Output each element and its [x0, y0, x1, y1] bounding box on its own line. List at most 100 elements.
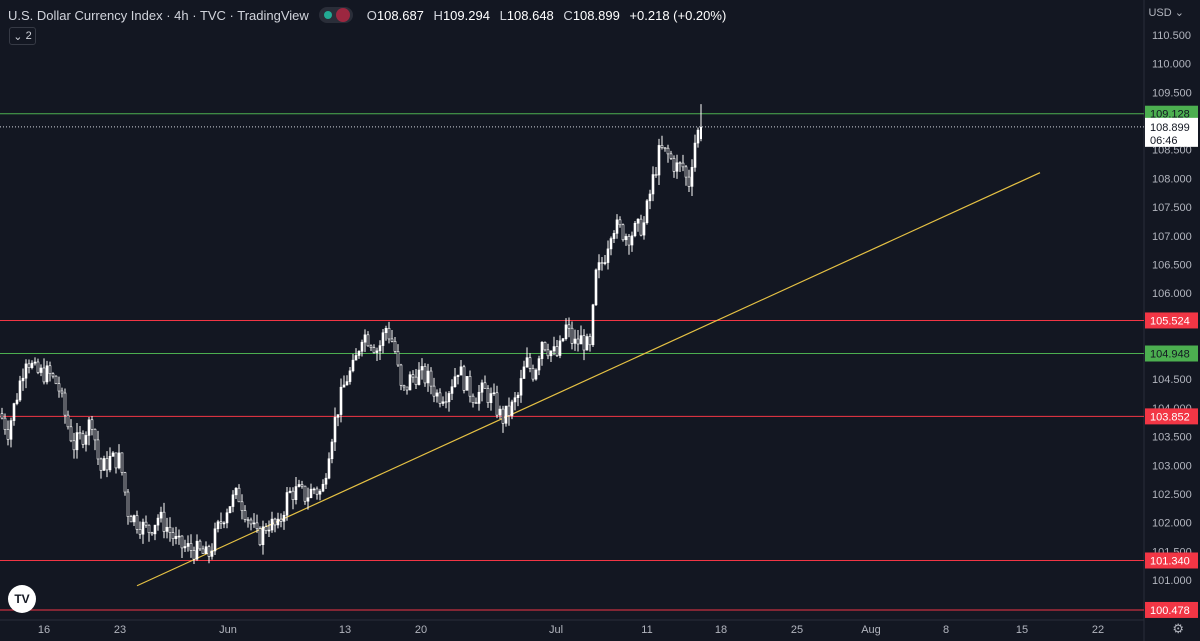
- candle-body: [441, 401, 445, 404]
- candle-body: [105, 458, 109, 471]
- candle-body: [700, 126, 702, 140]
- level-price-tag: [1145, 601, 1198, 618]
- candle-body: [291, 490, 295, 501]
- candle-body: [681, 162, 685, 168]
- candle-body: [432, 385, 436, 397]
- x-tick-label: 8: [943, 624, 949, 636]
- low-value: 108.648: [506, 7, 554, 23]
- candle-body: [423, 366, 427, 384]
- candle-body: [555, 346, 559, 356]
- currency-selector[interactable]: USD ⌄: [1148, 6, 1184, 19]
- candle-body: [549, 350, 553, 357]
- candle-body: [156, 517, 160, 526]
- high-value: 109.294: [442, 7, 490, 23]
- gear-icon[interactable]: ⚙: [1172, 621, 1184, 636]
- candle-body: [237, 487, 241, 503]
- y-tick-label: 107.000: [1152, 231, 1192, 243]
- market-status-badge[interactable]: [318, 7, 353, 23]
- candle-body: [9, 420, 13, 440]
- candle-body: [612, 233, 616, 239]
- candle-body: [303, 485, 307, 502]
- candle-body: [396, 351, 400, 366]
- high-key: H: [433, 7, 443, 23]
- candle-body: [183, 546, 187, 549]
- candle-body: [465, 376, 469, 391]
- candle-body: [537, 358, 541, 371]
- level-price-label: 104.948: [1150, 349, 1190, 361]
- candle-body: [654, 174, 658, 176]
- candle-body: [540, 341, 544, 359]
- candle-body: [378, 345, 382, 352]
- candle-body: [78, 432, 82, 435]
- candle-body: [42, 367, 46, 383]
- candle-body: [687, 176, 691, 187]
- y-tick-label: 103.000: [1152, 460, 1192, 472]
- candle-body: [597, 262, 601, 271]
- candle-body: [102, 458, 106, 471]
- candle-body: [249, 519, 253, 525]
- candle-body: [114, 452, 118, 469]
- candle-body: [279, 518, 283, 522]
- candle-body: [306, 497, 310, 502]
- candle-body: [582, 335, 586, 351]
- candle-body: [477, 391, 481, 404]
- level-price-label: 100.478: [1150, 605, 1190, 617]
- candle-body: [141, 521, 145, 535]
- candle-body: [159, 511, 163, 519]
- candle-body: [189, 543, 193, 551]
- candle-body: [456, 374, 460, 378]
- candle-body: [666, 147, 670, 155]
- y-tick-label: 108.500: [1152, 145, 1192, 157]
- change-value: +0.218 (+0.20%): [629, 7, 727, 23]
- candle-body: [558, 340, 562, 356]
- x-tick-label: 22: [1092, 624, 1104, 636]
- candle-body: [633, 222, 637, 237]
- candle-body: [546, 349, 550, 357]
- candle-body: [336, 414, 340, 418]
- level-price-tag: [1145, 408, 1198, 425]
- x-tick-label: 15: [1016, 624, 1028, 636]
- candle-body: [594, 269, 598, 306]
- candle-body: [657, 145, 661, 176]
- candle-body: [399, 364, 403, 386]
- candle-body: [261, 526, 265, 546]
- candle-body: [201, 548, 205, 554]
- candle-body: [510, 401, 514, 416]
- symbol-title[interactable]: U.S. Dollar Currency Index · 4h · TVC · …: [8, 7, 309, 23]
- candle-body: [168, 526, 172, 533]
- candle-body: [81, 433, 85, 445]
- candle-body: [225, 512, 229, 524]
- y-tick-label: 101.000: [1152, 575, 1192, 587]
- level-price-label: 103.852: [1150, 411, 1190, 423]
- candle-body: [414, 376, 418, 385]
- level-price-tag: [1145, 312, 1198, 329]
- candle-body: [543, 341, 547, 351]
- candle-body: [180, 535, 184, 549]
- candle-body: [27, 363, 31, 368]
- candle-body: [15, 399, 19, 404]
- candle-body: [438, 392, 442, 404]
- candle-body: [132, 515, 136, 523]
- candle-body: [354, 355, 358, 361]
- y-tick-label: 106.500: [1152, 259, 1192, 271]
- candle-body: [0, 413, 4, 419]
- candle-body: [696, 129, 700, 144]
- candle-body: [429, 370, 433, 387]
- candle-body: [384, 327, 388, 334]
- candle-body: [513, 397, 517, 403]
- candle-body: [276, 518, 280, 526]
- candle-body: [120, 452, 124, 473]
- candle-body: [375, 350, 379, 353]
- candle-body: [480, 382, 484, 393]
- candle-body: [618, 219, 622, 226]
- tradingview-logo[interactable]: TV: [8, 585, 36, 613]
- indicators-collapse-button[interactable]: ⌄ 2: [9, 27, 36, 45]
- candle-body: [342, 384, 346, 388]
- x-tick-label: 23: [114, 624, 126, 636]
- candle-body: [552, 346, 556, 352]
- candle-body: [564, 324, 568, 339]
- open-value: 108.687: [376, 7, 424, 23]
- candle-body: [360, 341, 364, 352]
- x-tick-label: 18: [715, 624, 727, 636]
